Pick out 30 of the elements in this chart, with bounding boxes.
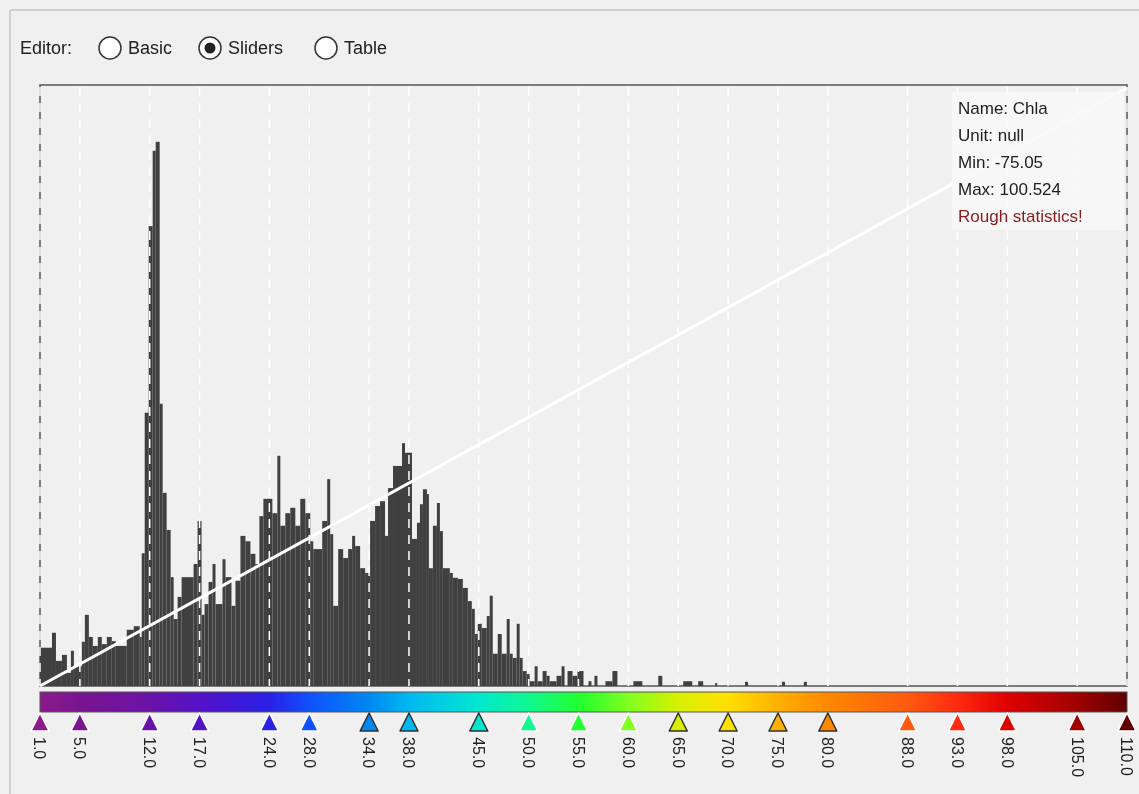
x-tick-label: 50.0	[520, 737, 538, 769]
x-tick-label: 12.0	[141, 737, 159, 769]
x-tick-label: 5.0	[71, 737, 89, 760]
text: Basic	[128, 38, 173, 58]
annotation: Min: -75.05	[958, 153, 1044, 172]
x-tick-label: 24.0	[260, 737, 278, 769]
x-tick-label: 38.0	[400, 737, 418, 769]
x-tick-label: 70.0	[719, 737, 737, 769]
x-tick-label: 110.0	[1118, 737, 1136, 776]
x-tick-label: 88.0	[899, 737, 917, 769]
text: Editor:	[20, 38, 73, 58]
annotation: Name: Chla	[958, 99, 1049, 118]
text: Sliders	[228, 38, 284, 58]
x-tick-label: 45.0	[470, 737, 488, 769]
x-tick-label: 105.0	[1068, 737, 1086, 778]
annotation: Unit: null	[958, 126, 1025, 145]
text: Table	[344, 38, 388, 58]
annotation: Rough statistics!	[958, 207, 1083, 226]
x-tick-label: 34.0	[360, 737, 378, 769]
x-tick-label: 17.0	[190, 737, 208, 769]
annotation: Max: 100.524	[958, 180, 1062, 199]
x-tick-label: 65.0	[669, 737, 687, 769]
x-tick-label: 60.0	[619, 737, 637, 769]
x-tick-label: 1.0	[31, 737, 49, 760]
x-tick-label: 28.0	[300, 737, 318, 769]
x-tick-label: 93.0	[948, 737, 966, 769]
x-tick-label: 80.0	[819, 737, 837, 769]
x-tick-label: 75.0	[769, 737, 787, 769]
x-tick-label: 55.0	[569, 737, 587, 769]
x-tick-label: 98.0	[998, 737, 1016, 769]
